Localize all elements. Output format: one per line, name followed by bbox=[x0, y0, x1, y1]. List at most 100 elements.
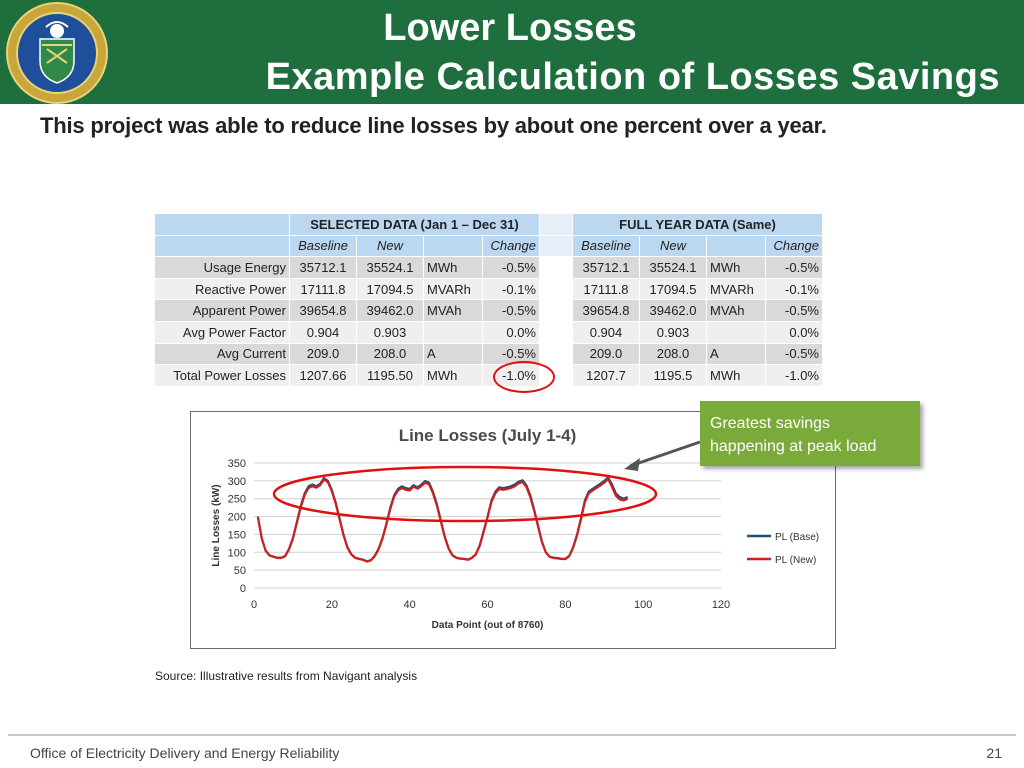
table-cell bbox=[423, 320, 483, 344]
table-cell: 209.0 bbox=[289, 342, 357, 366]
table-cell: 39462.0 bbox=[639, 299, 707, 322]
legend-label: PL (Base) bbox=[775, 532, 819, 543]
legend-label: PL (New) bbox=[775, 555, 816, 566]
y-tick-label: 50 bbox=[234, 565, 246, 577]
y-axis-label: Line Losses (kW) bbox=[211, 484, 222, 566]
row-label: Total Power Losses bbox=[154, 364, 290, 387]
table-row: Apparent Power 39654.8 39462.0 MVAh -0.5% 396… bbox=[154, 299, 823, 322]
table-row: Reactive Power 17111.8 17094.5 MVARh -0.1% 17… bbox=[154, 277, 823, 301]
table-cell: A bbox=[423, 342, 483, 366]
table-cell: MWh bbox=[423, 256, 483, 279]
slide-subtitle: This project was able to reduce line los… bbox=[40, 113, 827, 138]
table-cell: MVAh bbox=[706, 299, 766, 322]
x-tick-label: 20 bbox=[326, 599, 338, 611]
table-subheader-row: Baseline New Change Baseline New Change bbox=[154, 234, 823, 258]
table-cell: 1195.5 bbox=[639, 364, 707, 387]
table-cell: 39462.0 bbox=[356, 299, 424, 322]
table-cell: 35712.1 bbox=[572, 256, 640, 279]
y-tick-label: 200 bbox=[228, 512, 246, 524]
table-cell: MWh bbox=[423, 364, 483, 387]
table-row: Avg Power Factor 0.904 0.903 0.0% 0.904 0.903… bbox=[154, 320, 823, 344]
col-new: New bbox=[356, 234, 424, 258]
slide-title-line2: Example Calculation of Losses Savings bbox=[265, 56, 1000, 98]
row-label: Reactive Power bbox=[154, 277, 290, 301]
callout-box: Greatest savings happening at peak load bbox=[700, 401, 920, 466]
row-label: Apparent Power bbox=[154, 299, 290, 322]
table-cell: 208.0 bbox=[639, 342, 707, 366]
table-row: Usage Energy 35712.1 35524.1 MWh -0.5% 35712.… bbox=[154, 256, 823, 279]
group-header-selected: SELECTED DATA (Jan 1 – Dec 31) bbox=[289, 213, 540, 236]
header-bar: Lower Losses Example Calculation of Loss… bbox=[0, 0, 1024, 104]
y-tick-label: 350 bbox=[228, 458, 246, 470]
row-label: Avg Current bbox=[154, 342, 290, 366]
row-label: Avg Power Factor bbox=[154, 320, 290, 344]
table-cell: 35524.1 bbox=[639, 256, 707, 279]
table-cell: 17094.5 bbox=[356, 277, 424, 301]
x-tick-label: 80 bbox=[559, 599, 571, 611]
table-cell bbox=[706, 320, 766, 344]
table-cell: -0.5% bbox=[765, 256, 823, 279]
col-new: New bbox=[639, 234, 707, 258]
y-tick-label: 300 bbox=[228, 476, 246, 488]
table-cell: 17094.5 bbox=[639, 277, 707, 301]
table-cell: 208.0 bbox=[356, 342, 424, 366]
table-cell: 0.904 bbox=[572, 320, 640, 344]
table-cell: MWh bbox=[706, 364, 766, 387]
y-tick-label: 250 bbox=[228, 494, 246, 506]
doe-seal-logo bbox=[6, 2, 108, 104]
y-tick-label: 100 bbox=[228, 547, 246, 559]
x-tick-label: 40 bbox=[404, 599, 416, 611]
col-unit bbox=[706, 234, 766, 258]
losses-table: SELECTED DATA (Jan 1 – Dec 31) FULL YEAR… bbox=[154, 213, 823, 387]
footer-divider bbox=[8, 734, 1016, 736]
table-cell: -0.5% bbox=[765, 342, 823, 366]
group-header-full-year: FULL YEAR DATA (Same) bbox=[572, 213, 823, 236]
highlight-circle bbox=[493, 361, 555, 393]
table-cell: 209.0 bbox=[572, 342, 640, 366]
table-cell: -0.5% bbox=[482, 299, 540, 322]
table-cell: MWh bbox=[706, 256, 766, 279]
y-tick-label: 0 bbox=[240, 583, 246, 595]
source-note: Source: Illustrative results from Naviga… bbox=[155, 669, 418, 683]
page-number: 21 bbox=[986, 745, 1002, 761]
table-cell: MVAh bbox=[423, 299, 483, 322]
table-row: Total Power Losses 1207.66 1195.50 MWh -1.0%… bbox=[154, 364, 823, 387]
table-cell: 1207.66 bbox=[289, 364, 357, 387]
table-cell: 0.0% bbox=[765, 320, 823, 344]
table-cell: 35712.1 bbox=[289, 256, 357, 279]
x-tick-label: 100 bbox=[634, 599, 652, 611]
line-losses-chart: 0 50 100 150 200 250 300 350 0 20 40 60 80 100 120 Line… bbox=[190, 411, 836, 649]
x-tick-label: 60 bbox=[481, 599, 493, 611]
table-cell: MVARh bbox=[706, 277, 766, 301]
table-group-header-row: SELECTED DATA (Jan 1 – Dec 31) FULL YEAR… bbox=[154, 213, 823, 236]
table-cell: 0.0% bbox=[482, 320, 540, 344]
series-line-new bbox=[256, 477, 629, 563]
table-cell: -1.0% bbox=[765, 364, 823, 387]
table-cell: 17111.8 bbox=[289, 277, 357, 301]
table-cell: 0.903 bbox=[356, 320, 424, 344]
table-cell: -0.5% bbox=[765, 299, 823, 322]
y-tick-label: 150 bbox=[228, 529, 246, 541]
table-cell: 35524.1 bbox=[356, 256, 424, 279]
table-cell: 39654.8 bbox=[289, 299, 357, 322]
table-cell: 39654.8 bbox=[572, 299, 640, 322]
table-cell: -0.1% bbox=[482, 277, 540, 301]
table-cell: -0.5% bbox=[482, 256, 540, 279]
col-change: Change bbox=[765, 234, 823, 258]
table-cell: 1207.7 bbox=[572, 364, 640, 387]
x-tick-label: 0 bbox=[251, 599, 257, 611]
x-axis-label: Data Point (out of 8760) bbox=[432, 620, 544, 631]
table-cell: -0.1% bbox=[765, 277, 823, 301]
table-cell: 1195.50 bbox=[356, 364, 424, 387]
table-cell: MVARh bbox=[423, 277, 483, 301]
footer-org: Office of Electricity Delivery and Energ… bbox=[30, 745, 340, 761]
row-label: Usage Energy bbox=[154, 256, 290, 279]
table-cell: A bbox=[706, 342, 766, 366]
table-row: Avg Current 209.0 208.0 A -0.5% 209.0 208.0 A -0… bbox=[154, 342, 823, 366]
col-baseline: Baseline bbox=[289, 234, 357, 258]
col-change: Change bbox=[482, 234, 540, 258]
x-tick-label: 120 bbox=[712, 599, 730, 611]
chart-title: Line Losses (July 1-4) bbox=[399, 426, 577, 445]
col-baseline: Baseline bbox=[572, 234, 640, 258]
table-cell: 17111.8 bbox=[572, 277, 640, 301]
